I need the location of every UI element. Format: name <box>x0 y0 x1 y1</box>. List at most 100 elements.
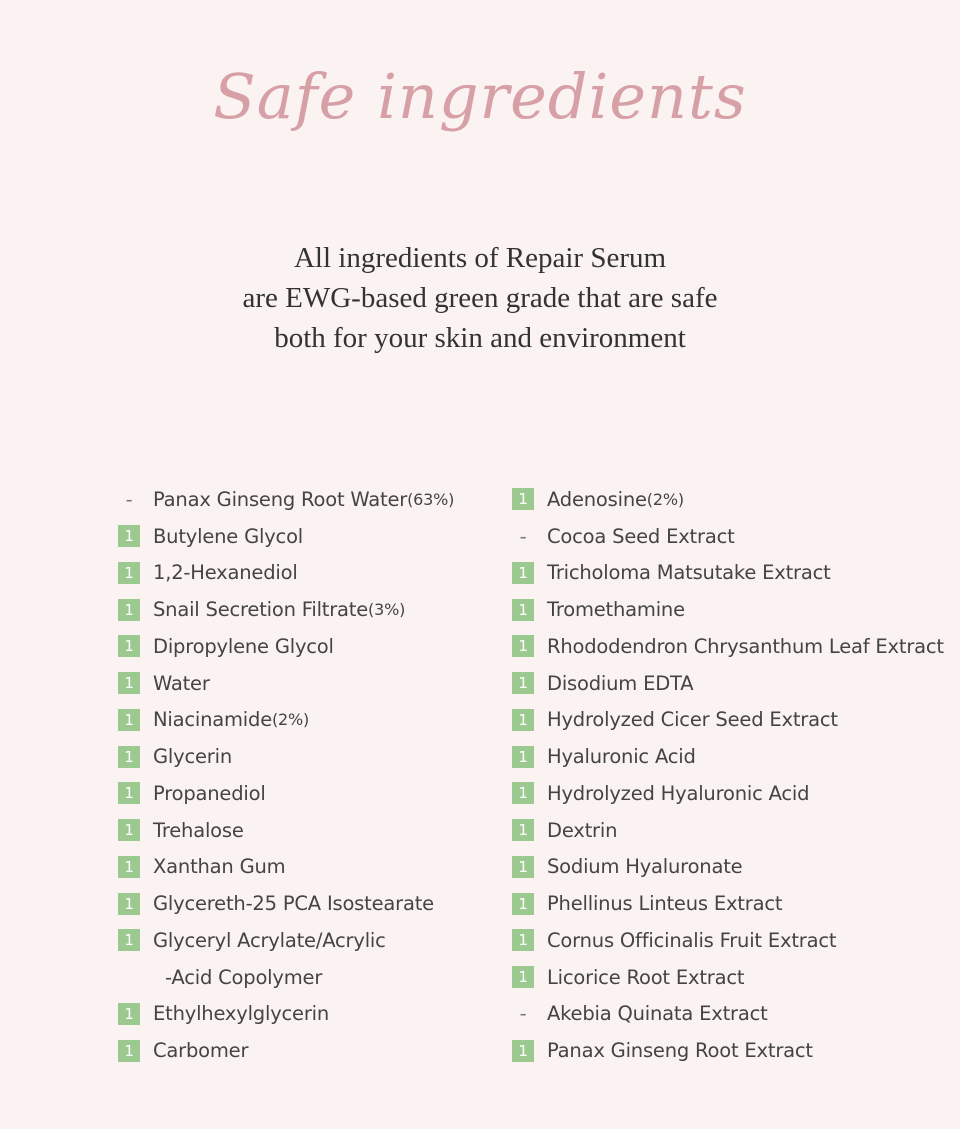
grade-dash: - <box>519 524 527 548</box>
ingredient-row: 1 Adenosine (2%) <box>512 481 944 518</box>
ingredient-name: Dipropylene Glycol <box>153 634 334 658</box>
ingredient-row: 1 Butylene Glycol <box>118 518 454 555</box>
ewg-grade-badge: 1 <box>512 819 534 842</box>
ewg-grade-badge: 1 <box>512 561 534 584</box>
ingredient-row: - Cocoa Seed Extract <box>512 518 944 555</box>
ingredient-name: Akebia Quinata Extract <box>547 1002 768 1026</box>
ewg-grade-badge: 1 <box>118 598 140 621</box>
ingredient-row: 1 Glycerin <box>118 738 454 775</box>
ingredient-name: Butylene Glycol <box>153 524 304 548</box>
ingredient-name: Hydrolyzed Hyaluronic Acid <box>547 781 810 805</box>
headline-line: both for your skin and environment <box>274 322 686 354</box>
ingredient-name: Panax Ginseng Root Water <box>153 487 408 511</box>
ewg-grade-badge: 1 <box>118 782 140 805</box>
ingredient-name: Carbomer <box>153 1039 249 1063</box>
ingredient-row: 1 Rhododendron Chrysanthum Leaf Extract <box>512 628 944 665</box>
ingredient-name: Tromethamine <box>547 598 685 622</box>
ingredient-name: Tricholoma Matsutake Extract <box>547 561 831 585</box>
ewg-grade-badge: 1 <box>118 1039 140 1062</box>
ingredient-name: Trehalose <box>153 818 244 842</box>
ingredient-name: 1,2-Hexanediol <box>153 561 298 585</box>
ewg-grade-badge: 1 <box>118 635 140 658</box>
headline-line: are EWG-based green grade that are safe <box>242 282 718 314</box>
ingredient-row: 1 Tricholoma Matsutake Extract <box>512 555 944 592</box>
ingredient-name: Dextrin <box>547 818 618 842</box>
grade-dash: - <box>519 1002 527 1026</box>
ingredient-percentage: (63%) <box>407 489 455 509</box>
ewg-grade-badge: 1 <box>512 892 534 915</box>
ewg-grade-badge: 1 <box>118 892 140 915</box>
ingredient-row-continuation: -Acid Copolymer <box>118 959 454 996</box>
ewg-grade-badge: 1 <box>118 1002 140 1025</box>
ingredient-name: Glycerin <box>153 745 232 769</box>
ingredient-name: Ethylhexylglycerin <box>153 1002 330 1026</box>
ingredient-name: Water <box>153 671 210 695</box>
ingredient-name: Xanthan Gum <box>153 855 286 879</box>
section-title: Safe ingredients <box>213 60 747 133</box>
ingredient-name: Cornus Officinalis Fruit Extract <box>547 928 837 952</box>
ingredient-row: 1 Hydrolyzed Cicer Seed Extract <box>512 702 944 739</box>
ewg-grade-badge: 1 <box>512 635 534 658</box>
ewg-grade-badge: 1 <box>512 966 534 989</box>
ewg-grade-badge: 1 <box>118 672 140 695</box>
ingredient-row: - Akebia Quinata Extract <box>512 996 944 1033</box>
ingredient-row: 1 Hydrolyzed Hyaluronic Acid <box>512 775 944 812</box>
ingredient-name: Phellinus Linteus Extract <box>547 892 783 916</box>
ewg-grade-badge: 1 <box>118 525 140 548</box>
ingredient-percentage: (3%) <box>368 600 406 620</box>
ingredient-row: 1 Glyceryl Acrylate/Acrylic <box>118 922 454 959</box>
ingredient-name: Glyceryl Acrylate/Acrylic <box>153 928 386 952</box>
ingredient-row: 1 Water <box>118 665 454 702</box>
ewg-grade-badge: 1 <box>118 561 140 584</box>
ewg-grade-badge: 1 <box>118 819 140 842</box>
ingredient-row: 1 Panax Ginseng Root Extract <box>512 1032 944 1069</box>
ingredient-name: Rhododendron Chrysanthum Leaf Extract <box>547 634 944 658</box>
ingredient-row: 1 Snail Secretion Filtrate (3%) <box>118 591 454 628</box>
ingredient-name: Disodium EDTA <box>547 671 694 695</box>
ewg-grade-badge: 1 <box>118 929 140 952</box>
headline: All ingredients of Repair Serum are EWG-… <box>0 238 960 358</box>
ewg-grade-badge: 1 <box>512 1039 534 1062</box>
ewg-grade-badge: 1 <box>512 782 534 805</box>
ingredient-row: 1 Cornus Officinalis Fruit Extract <box>512 922 944 959</box>
ewg-grade-badge: 1 <box>512 488 534 511</box>
ewg-grade-badge: 1 <box>512 598 534 621</box>
ingredient-row: 1 Hyaluronic Acid <box>512 738 944 775</box>
ingredient-row: 1 Xanthan Gum <box>118 849 454 886</box>
ewg-grade-badge: 1 <box>118 855 140 878</box>
ewg-grade-badge: 1 <box>512 672 534 695</box>
ingredient-row: 1 Sodium Hyaluronate <box>512 849 944 886</box>
ewg-grade-badge: 1 <box>512 855 534 878</box>
ingredient-row: 1 1,2-Hexanediol <box>118 555 454 592</box>
ingredient-row: 1 Licorice Root Extract <box>512 959 944 996</box>
headline-line: All ingredients of Repair Serum <box>293 242 667 274</box>
ingredient-name: Hydrolyzed Cicer Seed Extract <box>547 708 838 732</box>
ingredient-name: Cocoa Seed Extract <box>547 524 735 548</box>
ingredient-percentage: (2%) <box>646 489 684 509</box>
ewg-grade-badge: 1 <box>512 929 534 952</box>
ingredient-name: Adenosine <box>547 487 647 511</box>
ingredient-row: 1 Disodium EDTA <box>512 665 944 702</box>
ewg-grade-badge: 1 <box>118 708 140 731</box>
ingredient-row: 1 Phellinus Linteus Extract <box>512 885 944 922</box>
ingredient-row: 1 Trehalose <box>118 812 454 849</box>
ewg-grade-badge: 1 <box>118 745 140 768</box>
ingredient-name: Licorice Root Extract <box>547 965 745 989</box>
ingredient-name: Panax Ginseng Root Extract <box>547 1039 813 1063</box>
ingredient-list-left: - Panax Ginseng Root Water (63%) 1 Butylene … <box>118 481 454 1069</box>
ingredient-row: 1 Niacinamide (2%) <box>118 702 454 739</box>
ingredient-row: 1 Propanediol <box>118 775 454 812</box>
ewg-grade-badge: 1 <box>512 745 534 768</box>
ingredient-list-right: 1 Adenosine (2%) - Cocoa Seed Extract 1 Tricho… <box>512 481 944 1069</box>
ingredient-name: Propanediol <box>153 781 266 805</box>
ingredient-row: 1 Dextrin <box>512 812 944 849</box>
ingredient-name: Niacinamide <box>153 708 272 732</box>
ingredient-row: 1 Carbomer <box>118 1032 454 1069</box>
grade-dash: - <box>125 487 133 511</box>
ingredient-name-continuation: -Acid Copolymer <box>165 965 323 989</box>
ingredient-row: 1 Glycereth-25 PCA Isostearate <box>118 885 454 922</box>
ingredient-percentage: (2%) <box>272 710 310 730</box>
ingredient-name: Sodium Hyaluronate <box>547 855 743 879</box>
ingredient-row: 1 Dipropylene Glycol <box>118 628 454 665</box>
ingredient-row: 1 Tromethamine <box>512 591 944 628</box>
